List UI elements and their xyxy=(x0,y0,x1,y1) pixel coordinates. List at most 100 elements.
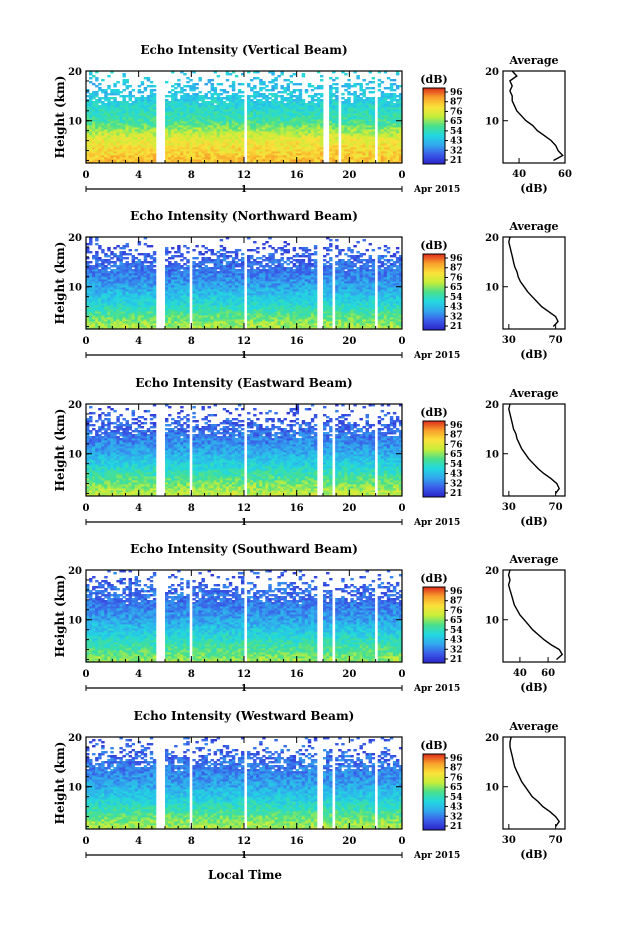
heatmap-cell xyxy=(329,77,332,79)
heatmap-cell xyxy=(235,75,238,77)
heatmap-cell xyxy=(110,89,113,91)
heatmap-cell xyxy=(293,83,296,85)
heatmap-cell xyxy=(387,101,390,103)
heatmap-cell xyxy=(356,95,359,97)
heatmap-cell xyxy=(347,97,350,99)
heatmap-cell xyxy=(153,89,156,91)
heatmap-cell xyxy=(302,99,305,101)
heatmap-cell xyxy=(205,83,208,85)
heatmap-cell xyxy=(314,93,317,95)
heatmap-cell xyxy=(141,91,144,93)
colorbar-tick-label: 54 xyxy=(450,127,463,137)
heatmap-cell xyxy=(198,91,201,93)
heatmap-cell xyxy=(174,91,177,93)
heatmap-cell xyxy=(153,93,156,95)
heatmap-cell xyxy=(95,85,98,87)
heatmap-cell xyxy=(369,97,372,99)
heatmap-cell xyxy=(335,87,338,89)
heatmap-cell xyxy=(168,95,171,97)
heatmap-cell xyxy=(174,87,177,89)
profile-line xyxy=(510,71,563,161)
heatmap-cell xyxy=(314,87,317,89)
heatmap-cell xyxy=(253,85,256,87)
heatmap-cell xyxy=(384,93,387,95)
heatmap-cell xyxy=(363,99,366,101)
heatmap-cell xyxy=(372,91,375,93)
heatmap-cell xyxy=(253,101,256,103)
heatmap-cell xyxy=(177,99,180,101)
heatmap-cell xyxy=(107,93,110,95)
heatmap-cell xyxy=(378,83,381,85)
heatmap-cell xyxy=(341,101,344,103)
heatmap-cell xyxy=(241,91,244,93)
heatmap-cell xyxy=(284,79,287,81)
heatmap-cell xyxy=(183,89,186,91)
heatmap-cell xyxy=(116,101,119,103)
heatmap-cell xyxy=(381,91,384,93)
heatmap-cell xyxy=(116,89,119,91)
heatmap-cell xyxy=(113,97,116,99)
heatmap-cells xyxy=(86,71,402,163)
heatmap-cell xyxy=(271,79,274,81)
heatmap-cell xyxy=(95,91,98,93)
heatmap-cell xyxy=(95,99,98,101)
heatmap-cell xyxy=(144,97,147,99)
heatmap-cell xyxy=(347,83,350,85)
heatmap-cell xyxy=(226,91,229,93)
heatmap-cell xyxy=(284,87,287,89)
heatmap-cell xyxy=(256,99,259,101)
heatmap-cell xyxy=(347,79,350,81)
heatmap-cell xyxy=(208,97,211,99)
heatmap-cell xyxy=(369,87,372,89)
heatmap-cell xyxy=(265,95,268,97)
heatmap-cell xyxy=(363,89,366,91)
heatmap-cell xyxy=(147,95,150,97)
heatmap-cell xyxy=(186,85,189,87)
profile-y-tick-label: 10 xyxy=(485,117,499,128)
heatmap-cell xyxy=(135,97,138,99)
heatmap-cell xyxy=(92,75,95,77)
heatmap-cell xyxy=(189,79,192,81)
heatmap-cell xyxy=(208,79,211,81)
heatmap-cell xyxy=(359,93,362,95)
heatmap-cell xyxy=(141,95,144,97)
heatmap-cell xyxy=(366,97,369,99)
heatmap-cell xyxy=(192,83,195,85)
x-axis-label: Local Time xyxy=(208,868,282,882)
heatmap-cell xyxy=(171,93,174,95)
heatmap-cell xyxy=(311,89,314,91)
heatmap-cell xyxy=(308,101,311,103)
colorbar-unit: (dB) xyxy=(420,73,447,86)
heatmap-cell xyxy=(223,89,226,91)
heatmap-cell xyxy=(104,89,107,91)
heatmap-cell xyxy=(153,85,156,87)
heatmap-cell xyxy=(177,83,180,85)
heatmap-cell xyxy=(101,79,104,81)
heatmap-cell xyxy=(372,77,375,79)
heatmap-cell xyxy=(256,77,259,79)
heatmap-cell xyxy=(320,75,323,77)
heatmap-cell xyxy=(280,85,283,87)
heatmap-cell xyxy=(238,83,241,85)
heatmap-cell xyxy=(189,95,192,97)
heatmap-cell xyxy=(341,93,344,95)
heatmap-cell xyxy=(122,89,125,91)
heatmap-cell xyxy=(396,85,399,87)
heatmap-cell xyxy=(381,81,384,83)
heatmap-cell xyxy=(277,101,280,103)
heatmap-cell xyxy=(341,85,344,87)
heatmap-cells xyxy=(86,237,402,329)
heatmap-cell xyxy=(119,95,122,97)
heatmap-cell xyxy=(296,89,299,91)
profile-x-label: (dB) xyxy=(520,182,547,195)
heatmap-cell xyxy=(211,93,214,95)
heatmap-cell xyxy=(211,83,214,85)
heatmap-cell xyxy=(144,87,147,89)
heatmap-cell xyxy=(217,93,220,95)
heatmap-cell xyxy=(378,79,381,81)
heatmap-cell xyxy=(347,91,350,93)
heatmap-cell xyxy=(217,83,220,85)
heatmap-cell xyxy=(293,89,296,91)
